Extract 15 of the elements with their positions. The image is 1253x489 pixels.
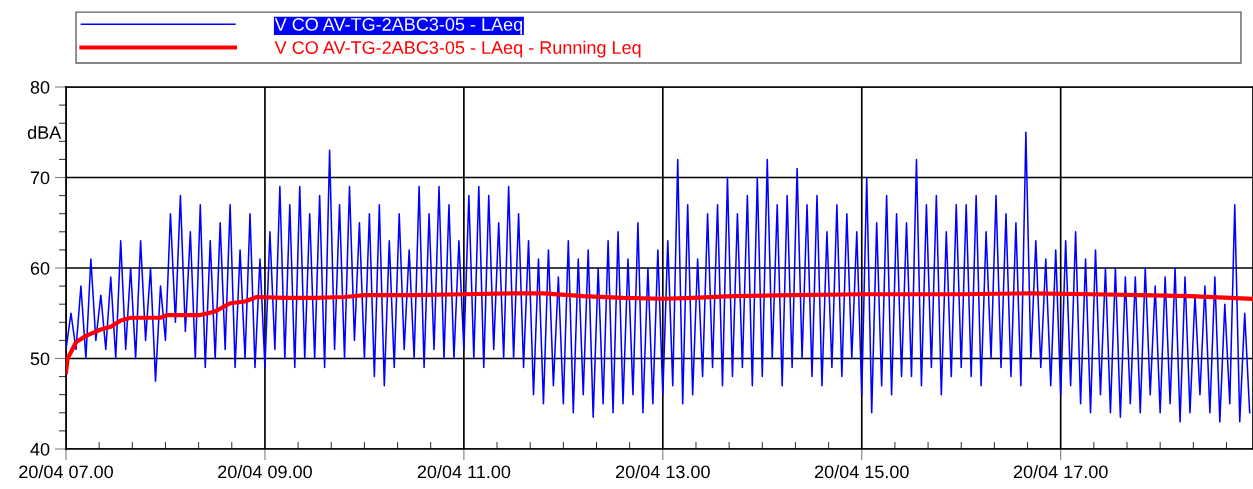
- y-tick-label: 60: [30, 261, 50, 275]
- line-series: [66, 131, 1251, 423]
- x-tick-label: 20/04 11.00: [417, 464, 511, 479]
- x-tick-label: 20/04 09.00: [218, 464, 312, 479]
- y-tick-label: 40: [30, 442, 50, 456]
- y-tick-label: 70: [30, 171, 50, 185]
- text: V CO AV-TG-2ABC3-05 - LAeq: [274, 18, 523, 35]
- x-tick-label: 20/04 17.00: [1013, 464, 1108, 479]
- x-tick-label: 20/04 15.00: [814, 464, 909, 479]
- y-tick-label: 80: [30, 80, 50, 94]
- y-tick-label: 50: [30, 352, 50, 366]
- y-axis-title: dBA: [27, 125, 62, 139]
- x-tick-label: 20/04 13.00: [616, 464, 710, 479]
- x-tick-label: 20/04 07.00: [19, 464, 113, 479]
- text: V CO AV-TG-2ABC3-05 - LAeq - Running Leq: [274, 40, 641, 58]
